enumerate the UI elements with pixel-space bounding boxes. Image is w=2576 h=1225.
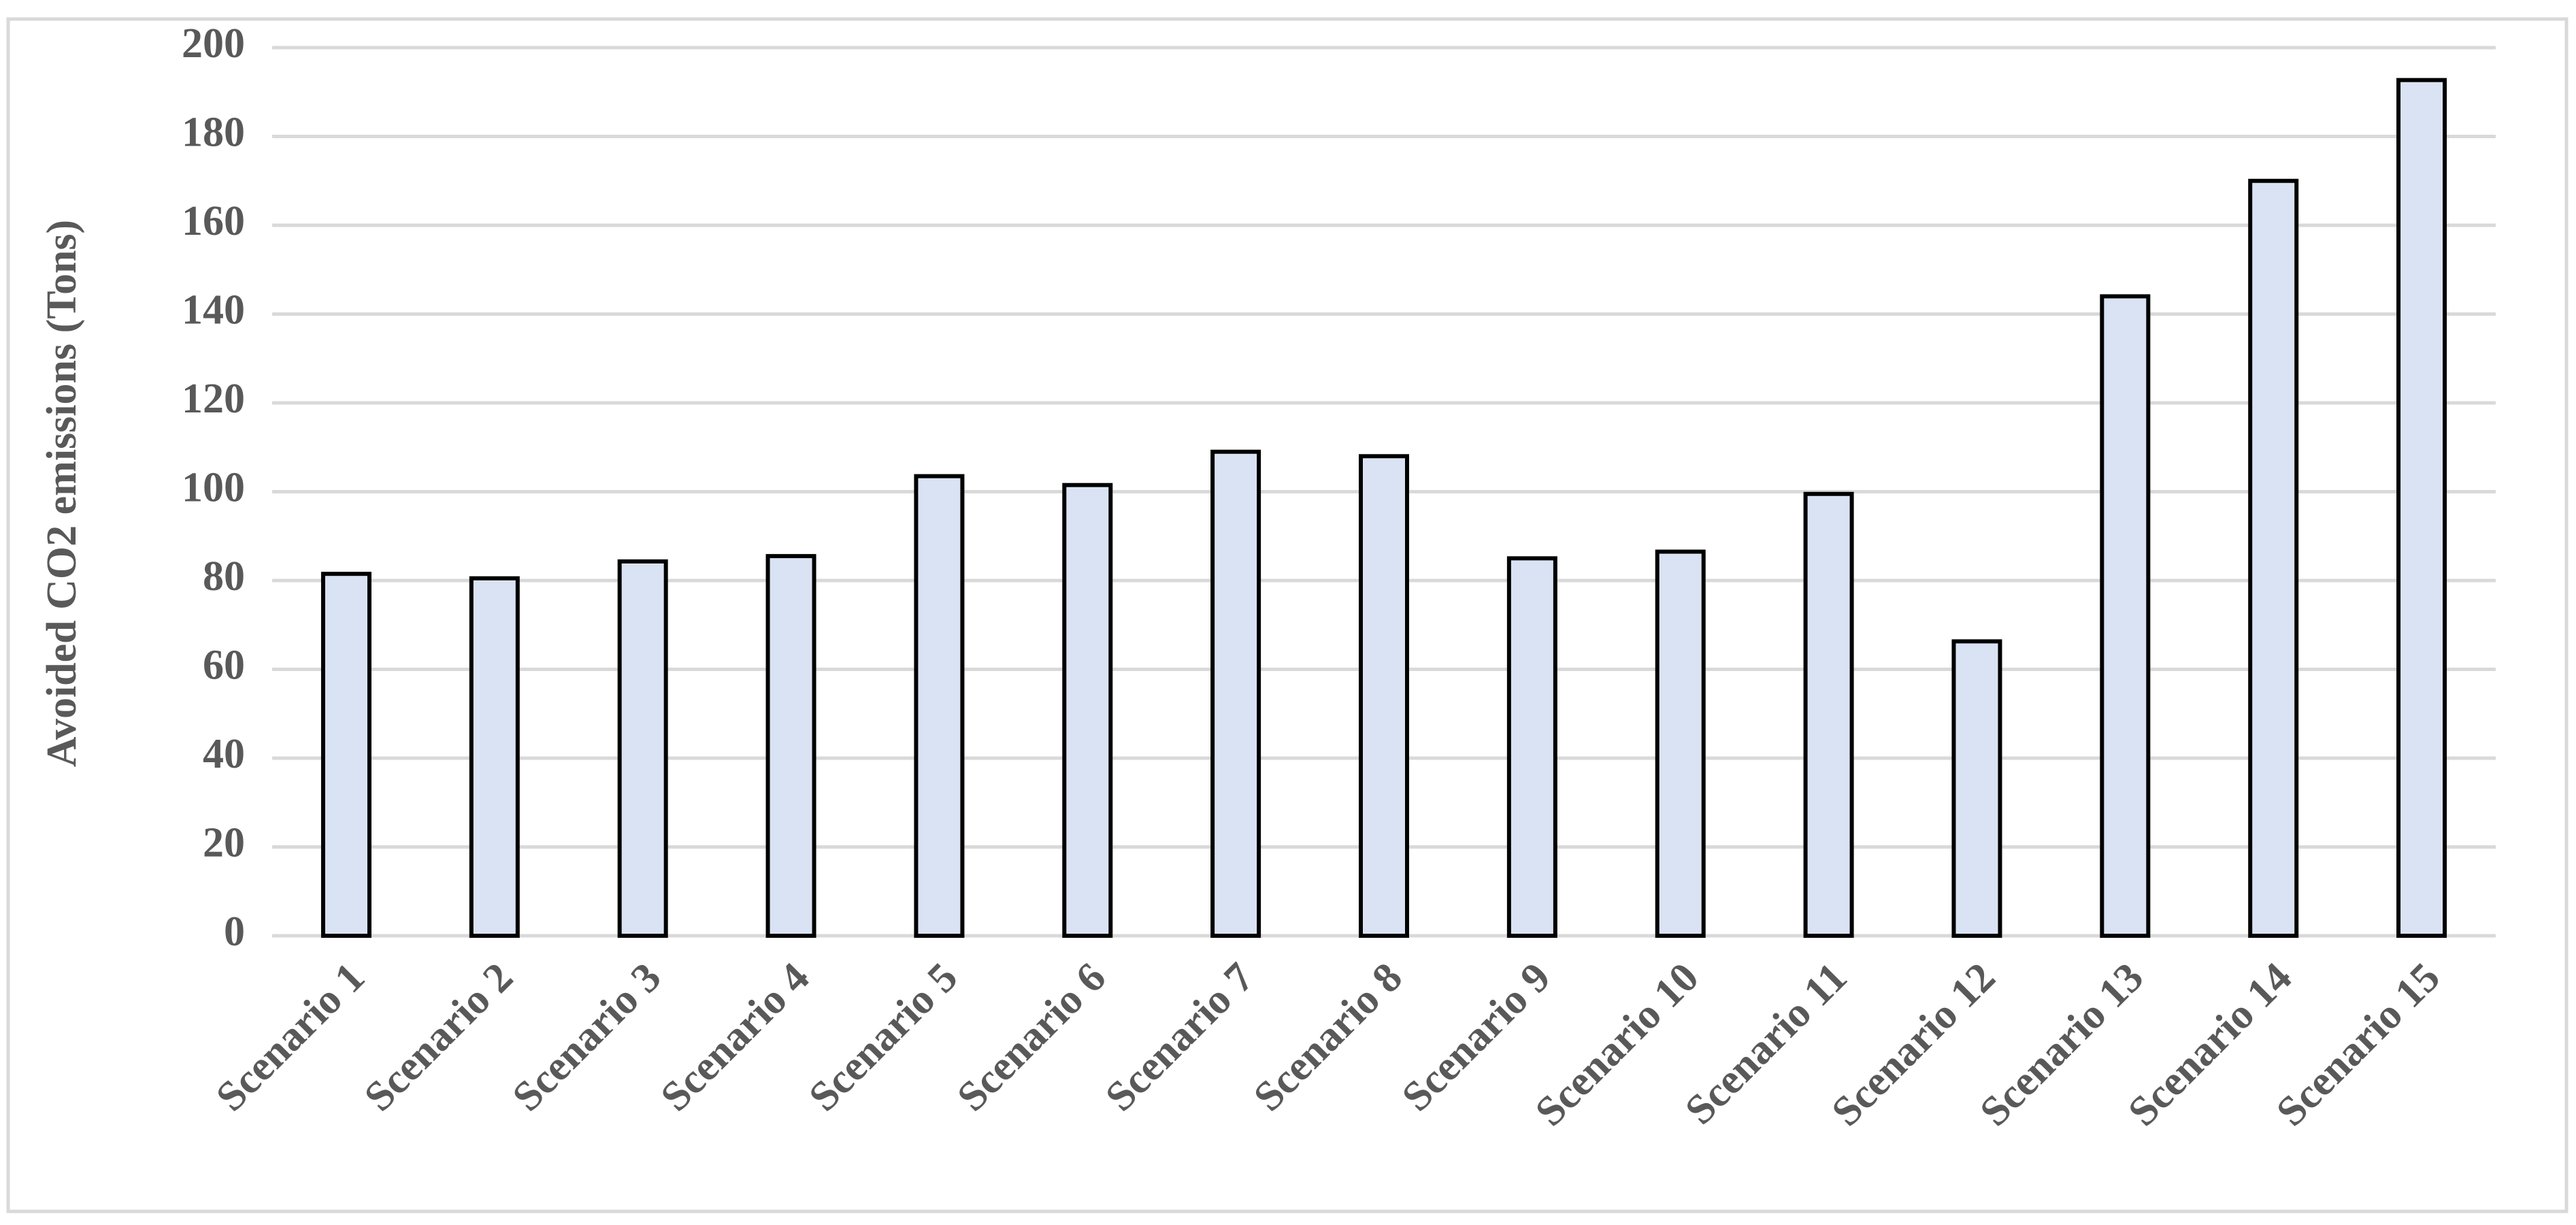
bar: [1062, 483, 1113, 938]
bar: [2248, 178, 2299, 938]
y-tick-label: 140: [182, 287, 245, 333]
bar: [2100, 294, 2151, 938]
y-tick-label: 60: [203, 642, 245, 689]
bar: [617, 559, 668, 938]
y-tick-label: 20: [203, 820, 245, 866]
bar: [1210, 449, 1261, 938]
y-axis-title: Avoided CO2 emissions (Tons): [39, 220, 85, 767]
bar: [320, 572, 371, 938]
bar: [469, 576, 520, 938]
y-tick-label: 100: [182, 465, 245, 511]
y-tick-label: 80: [203, 553, 245, 600]
y-tick-label: 160: [182, 198, 245, 244]
y-tick-label: 120: [182, 376, 245, 422]
bar: [1803, 491, 1854, 938]
bar: [1951, 639, 2002, 938]
bar: [1359, 454, 1409, 938]
y-tick-label: 40: [203, 731, 245, 777]
chart-border: [6, 17, 2569, 1213]
y-tick-label: 0: [224, 909, 245, 955]
bar: [1506, 556, 1557, 938]
bar: [2396, 78, 2447, 938]
bar: [1655, 549, 1706, 938]
y-tick-label: 200: [182, 20, 245, 67]
y-tick-label: 180: [182, 110, 245, 156]
bar: [914, 474, 965, 938]
bar: [765, 554, 816, 938]
